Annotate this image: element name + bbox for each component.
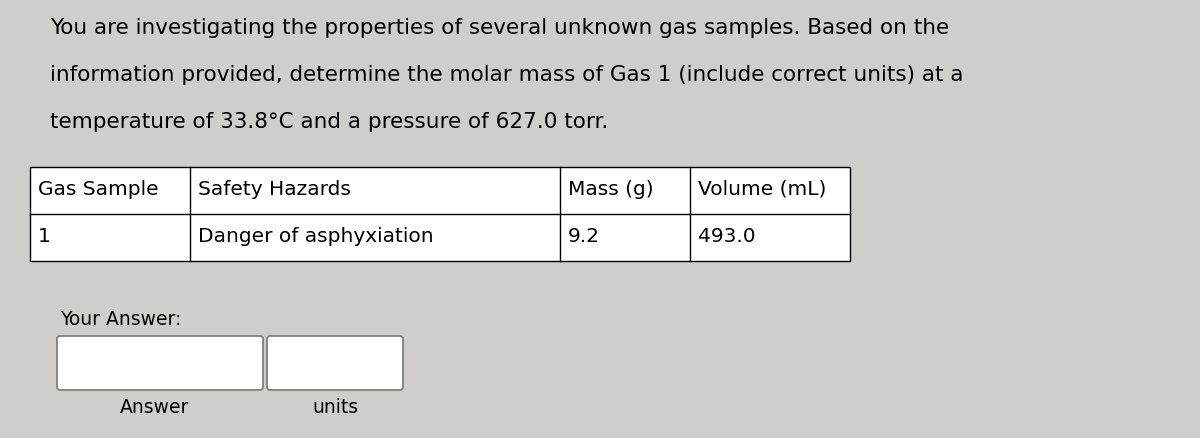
Text: information provided, determine the molar mass of Gas 1 (include correct units) : information provided, determine the mola… xyxy=(50,65,964,85)
FancyBboxPatch shape xyxy=(266,336,403,390)
Bar xyxy=(30,168,850,261)
Text: units: units xyxy=(312,397,358,416)
Text: 1: 1 xyxy=(38,226,50,245)
Text: Danger of asphyxiation: Danger of asphyxiation xyxy=(198,226,433,245)
Text: 493.0: 493.0 xyxy=(698,226,756,245)
Text: Gas Sample: Gas Sample xyxy=(38,179,158,198)
Text: 9.2: 9.2 xyxy=(568,226,600,245)
Text: Safety Hazards: Safety Hazards xyxy=(198,179,350,198)
Text: Answer: Answer xyxy=(120,397,190,416)
Text: temperature of 33.8°C and a pressure of 627.0 torr.: temperature of 33.8°C and a pressure of … xyxy=(50,112,608,132)
Text: You are investigating the properties of several unknown gas samples. Based on th: You are investigating the properties of … xyxy=(50,18,949,38)
FancyBboxPatch shape xyxy=(58,336,263,390)
Text: Volume (mL): Volume (mL) xyxy=(698,179,827,198)
Text: Mass (g): Mass (g) xyxy=(568,179,654,198)
Text: Your Answer:: Your Answer: xyxy=(60,309,181,328)
